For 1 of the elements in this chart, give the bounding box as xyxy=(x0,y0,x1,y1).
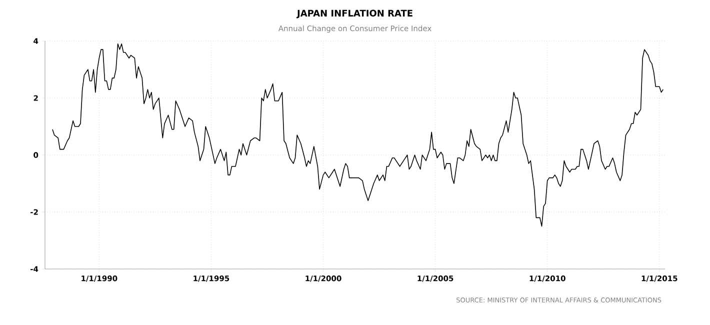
chart-title: JAPAN INFLATION RATE xyxy=(296,10,412,18)
